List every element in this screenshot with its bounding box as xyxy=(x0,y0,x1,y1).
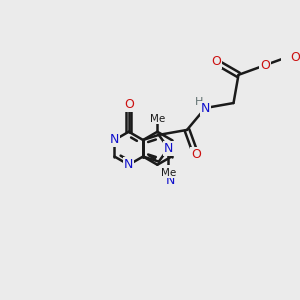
Text: H: H xyxy=(195,97,203,107)
Text: N: N xyxy=(164,142,173,155)
Text: O: O xyxy=(260,58,270,72)
Text: O: O xyxy=(191,148,201,160)
Text: O: O xyxy=(290,51,300,64)
Text: O: O xyxy=(211,56,221,68)
Text: N: N xyxy=(166,174,175,187)
Text: Me: Me xyxy=(150,113,165,124)
Text: O: O xyxy=(124,98,134,111)
Text: N: N xyxy=(201,101,210,115)
Text: N: N xyxy=(164,166,173,179)
Text: N: N xyxy=(110,134,119,146)
Text: Me: Me xyxy=(161,168,176,178)
Text: N: N xyxy=(124,158,134,171)
